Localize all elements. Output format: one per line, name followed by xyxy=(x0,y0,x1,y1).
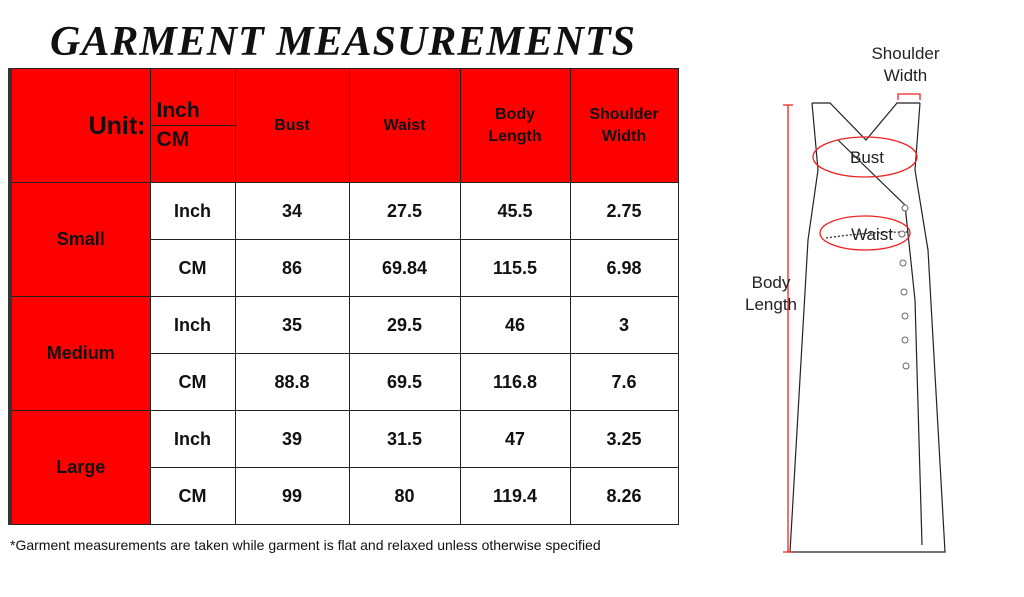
button xyxy=(899,259,907,267)
size-label: Medium xyxy=(9,296,151,411)
measurement-cell: 99 xyxy=(234,467,350,525)
column-header: Bust xyxy=(234,68,350,183)
button xyxy=(900,288,908,296)
table-row: Medium Inch 35 29.5 46 3 xyxy=(9,296,679,411)
measurement-table: Unit: Inch CM Bust Waist Body Length Sho… xyxy=(8,68,679,525)
wrap-line xyxy=(837,139,923,546)
unit-label: CM xyxy=(149,239,236,297)
table-row: CM 88.8 69.5 116.8 7.6 xyxy=(10,353,679,411)
waist-label: Waist xyxy=(851,225,893,244)
measurement-cell: 31.5 xyxy=(348,410,461,468)
table-row: CM 99 80 119.4 8.26 xyxy=(10,467,679,525)
measurement-cell: 88.8 xyxy=(234,353,350,411)
table-row: Small Inch 34 27.5 45.5 2.75 xyxy=(9,182,679,297)
body-length-label: Body Length xyxy=(745,273,797,314)
measurement-cell: 86 xyxy=(234,239,350,297)
table-body: Unit: Inch CM Bust Waist Body Length Sho… xyxy=(9,68,679,525)
measurement-cell: 34 xyxy=(234,182,350,240)
unit-label: Inch xyxy=(149,410,236,468)
measurement-cell: 69.84 xyxy=(348,239,461,297)
bust-label: Bust xyxy=(849,148,885,167)
footnote: *Garment measurements are taken while ga… xyxy=(10,537,601,553)
measurement-cell: 69.5 xyxy=(348,353,461,411)
shoulder-bracket xyxy=(897,93,921,100)
size-label: Large xyxy=(9,410,151,525)
measurement-cell: 8.26 xyxy=(569,467,679,525)
button xyxy=(901,336,909,344)
button xyxy=(902,362,910,370)
title: GARMENT MEASUREMENTS xyxy=(50,19,636,65)
column-header: Body Length xyxy=(459,68,571,183)
measurement-cell: 7.6 xyxy=(569,353,679,411)
table-row: CM 86 69.84 115.5 6.98 xyxy=(10,239,679,297)
button xyxy=(901,204,909,212)
measurement-cell: 47 xyxy=(459,410,571,468)
measurement-cell: 35 xyxy=(234,296,350,354)
column-header: Shoulder Width xyxy=(569,68,679,183)
column-header: Waist xyxy=(348,68,461,183)
button xyxy=(901,312,909,320)
header-row: Unit: Inch CM Bust Waist Body Length Sho… xyxy=(9,68,679,183)
buttons xyxy=(898,204,910,370)
neckline xyxy=(812,102,920,141)
dress-outline xyxy=(789,102,946,553)
measurement-cell: 29.5 xyxy=(348,296,461,354)
measurement-cell: 115.5 xyxy=(459,239,571,297)
unit-label: Inch xyxy=(149,296,236,354)
unit-header: Inch CM xyxy=(149,68,236,183)
measurement-cell: 2.75 xyxy=(569,182,679,240)
unit-label: Inch xyxy=(149,182,236,240)
unit-cm: CM xyxy=(156,128,190,151)
measurement-cell: 6.98 xyxy=(569,239,679,297)
unit-label: CM xyxy=(149,467,236,525)
measurement-cell: 27.5 xyxy=(348,182,461,240)
size-label: Small xyxy=(9,182,151,297)
button xyxy=(898,230,906,238)
measurement-cell: 46 xyxy=(459,296,571,354)
measurement-cell: 3 xyxy=(569,296,679,354)
measurement-cell: 45.5 xyxy=(459,182,571,240)
unit-label: Unit: xyxy=(9,68,151,183)
measurement-cell: 119.4 xyxy=(459,467,571,525)
shoulder-width-label: Shoulder Width xyxy=(871,44,940,85)
unit-inch: Inch xyxy=(150,97,235,126)
table-row: Large Inch 39 31.5 47 3.25 xyxy=(9,410,679,525)
measurement-cell: 116.8 xyxy=(459,353,571,411)
measurement-cell: 39 xyxy=(234,410,350,468)
measurement-cell: 80 xyxy=(348,467,461,525)
unit-label: CM xyxy=(149,353,236,411)
length-line xyxy=(783,104,793,553)
dress-body xyxy=(789,102,946,553)
measurement-cell: 3.25 xyxy=(569,410,679,468)
